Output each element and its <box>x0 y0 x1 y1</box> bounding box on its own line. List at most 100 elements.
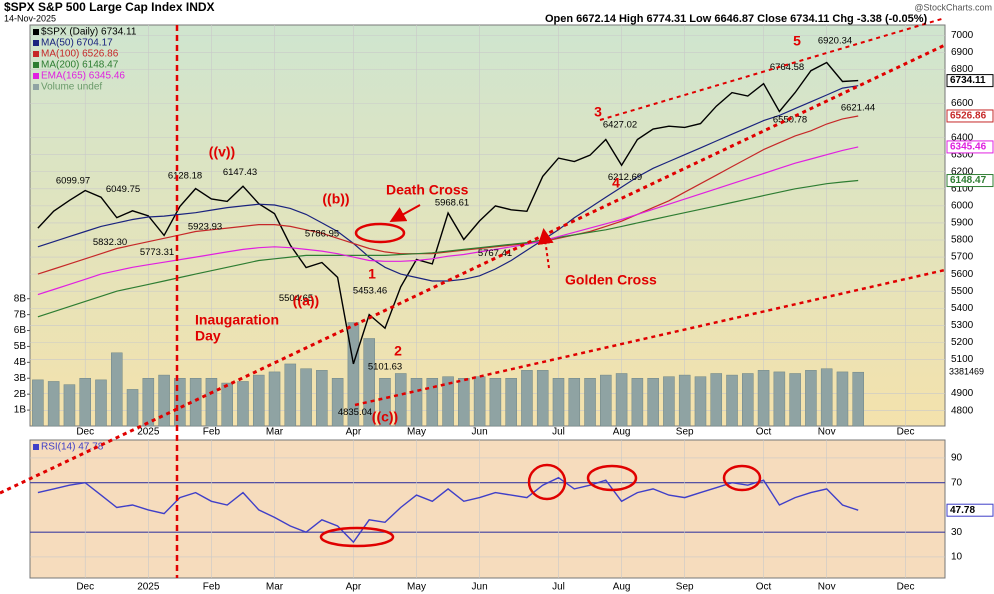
annotation: Death Cross <box>386 182 469 198</box>
y2-tick-label: 2B <box>14 389 27 400</box>
y-tick-label: 5900 <box>951 218 974 229</box>
price-label: 6128.18 <box>168 171 202 182</box>
volume-bar <box>820 368 833 427</box>
y-tick-label: 5700 <box>951 252 974 263</box>
arrow <box>389 204 421 222</box>
x-tick-label: Jun <box>472 427 488 438</box>
volume-bar <box>757 370 770 427</box>
y-tick-label: 5800 <box>951 235 974 246</box>
volume-bar <box>536 370 549 427</box>
y-tick-label: 7000 <box>951 30 974 41</box>
volume-bar <box>647 378 659 427</box>
volume-bar <box>521 370 533 427</box>
price-label: 6427.02 <box>603 120 637 131</box>
y2-tick-label: 5B <box>14 341 27 352</box>
x-tick-label: Sep <box>676 582 694 593</box>
series-line <box>37 61 859 365</box>
y2-tick-label: 8B <box>14 293 27 304</box>
x-tick-label: Dec <box>76 427 94 438</box>
volume-bar <box>773 371 786 427</box>
wave-label: ((c)) <box>372 409 398 425</box>
volume-bar <box>363 338 375 427</box>
y-tick-label: 4900 <box>951 388 974 399</box>
price-label: 6049.75 <box>106 184 140 195</box>
annotation: Golden Cross <box>565 272 657 288</box>
volume-bar <box>552 378 565 427</box>
wave-label: 2 <box>394 343 402 359</box>
volume-bar <box>836 371 849 427</box>
price-panel <box>29 24 946 427</box>
wave-label: 3 <box>594 104 602 120</box>
volume-bar <box>110 352 123 427</box>
legend-swatch <box>33 444 39 450</box>
value-tag <box>946 109 994 123</box>
y-tick-label: 5500 <box>951 286 974 297</box>
y2-tick-label: 6B <box>14 325 27 336</box>
y-tick-label: 90 <box>951 453 963 464</box>
price-label: 5767.41 <box>478 248 512 259</box>
volume-bar <box>805 370 817 427</box>
x-tick-label: Apr <box>346 427 362 438</box>
annotation: Inaugaration <box>195 312 279 328</box>
volume-bar <box>742 373 754 427</box>
volume-bar <box>694 376 707 427</box>
series-line <box>37 115 859 275</box>
volume-bar <box>221 382 233 427</box>
price-label: 5504.65 <box>279 293 313 304</box>
y-tick-label: 10 <box>951 552 963 563</box>
volume-bar <box>678 374 691 427</box>
legend-swatch <box>33 40 39 46</box>
x-tick-label: May <box>407 427 426 438</box>
volume-bar <box>174 378 186 427</box>
y-tick-label: 4800 <box>951 405 974 416</box>
y-tick-label: 6600 <box>951 98 974 109</box>
volume-bar <box>47 381 60 427</box>
legend-label: Volume undef <box>41 82 102 93</box>
volume-bar <box>63 384 76 427</box>
legend-swatch <box>33 73 39 79</box>
y-tick-label: 5300 <box>951 320 974 331</box>
volume-bar <box>189 378 202 427</box>
x-tick-label: Mar <box>266 582 284 593</box>
y-tick-label: 6400 <box>951 132 974 143</box>
volume-bar <box>600 374 612 427</box>
series-line <box>37 146 859 296</box>
legend-label: MA(100) 6526.86 <box>41 49 119 60</box>
price-label: 6147.43 <box>223 167 257 178</box>
legend-label: RSI(14) 47.78 <box>41 442 104 453</box>
x-tick-label: Nov <box>818 427 836 438</box>
volume-bar <box>663 376 675 427</box>
y-tick-label: 5100 <box>951 354 974 365</box>
x-tick-label: Oct <box>756 427 772 438</box>
channel-line <box>599 17 946 121</box>
price-label: 6099.97 <box>56 175 90 186</box>
y-tick-label: 6900 <box>951 47 974 58</box>
value-tag <box>946 140 994 154</box>
x-tick-label: Oct <box>756 582 772 593</box>
x-tick-label: 2025 <box>137 582 160 593</box>
legend-swatch <box>33 84 39 90</box>
wave-label: 5 <box>793 33 801 49</box>
price-label: 5453.46 <box>353 286 387 297</box>
volume-bar <box>284 363 297 427</box>
volume-bar <box>158 374 170 427</box>
wave-label: ((a)) <box>293 293 319 309</box>
x-tick-label: Jun <box>472 582 488 593</box>
x-tick-label: Dec <box>76 582 94 593</box>
x-tick-label: Dec <box>897 427 915 438</box>
price-label: 4835.04 <box>338 407 372 418</box>
volume-bar <box>458 378 470 427</box>
trendline <box>354 268 946 407</box>
x-tick-label: Jul <box>552 427 565 438</box>
chart-date: 14-Nov-2025 <box>4 13 56 23</box>
volume-bar <box>442 376 454 427</box>
legend-label: EMA(165) 6345.46 <box>41 71 125 82</box>
legend-label: MA(50) 6704.17 <box>41 38 113 49</box>
y2-tick-label: 4B <box>14 357 27 368</box>
x-tick-label: Dec <box>897 582 915 593</box>
volume-bar <box>789 373 801 427</box>
legend-swatch <box>33 51 39 57</box>
volume-bar <box>268 371 281 427</box>
x-tick-label: Aug <box>613 582 631 593</box>
